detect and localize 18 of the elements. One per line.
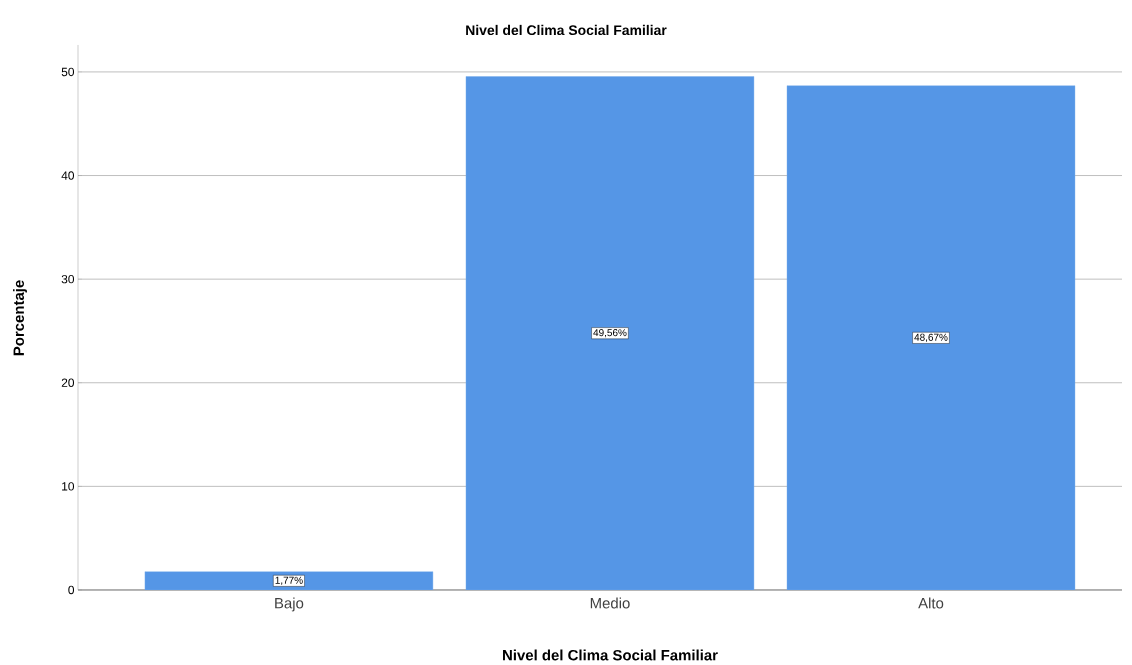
data-label: 48,67% <box>914 333 948 342</box>
y-tick-label: 20 <box>61 378 75 387</box>
y-axis-title: Porcentaje <box>13 280 27 356</box>
y-tick-label: 0 <box>68 585 75 595</box>
bar <box>465 76 755 590</box>
data-label: 1,77% <box>275 576 303 585</box>
bar <box>144 571 434 590</box>
bar <box>786 85 1076 590</box>
data-label: 49,56% <box>593 329 627 338</box>
chart-title: Nivel del Clima Social Familiar <box>466 24 667 36</box>
x-tick-label: Alto <box>918 597 944 609</box>
x-axis-title: Nivel del Clima Social Familiar <box>503 649 718 661</box>
y-tick-label: 40 <box>61 171 75 180</box>
x-tick-label: Medio <box>590 597 630 609</box>
x-tick-label: Bajo <box>275 597 304 612</box>
y-tick-label: 50 <box>61 67 75 77</box>
y-tick-label: 30 <box>61 274 75 284</box>
y-tick-label: 10 <box>62 482 75 491</box>
